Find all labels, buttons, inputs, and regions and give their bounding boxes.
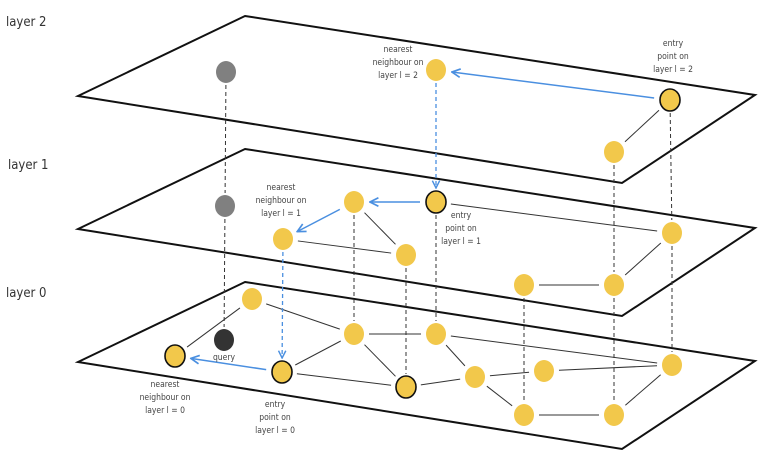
inactive-node — [216, 61, 236, 83]
nn1-label: nearest — [267, 183, 296, 193]
descend-arrow — [282, 251, 283, 358]
graph-node — [534, 360, 554, 382]
graph-edge — [486, 385, 513, 407]
graph-edge — [420, 378, 461, 386]
graph-edge — [624, 242, 662, 276]
layer-0-plane — [74, 280, 758, 451]
ep2-label: entry — [663, 39, 684, 49]
graph-edge — [624, 109, 660, 143]
layer-2-label: layer 2 — [6, 15, 47, 30]
ep1-label: point on — [445, 224, 477, 234]
layer-0-label: layer 0 — [6, 286, 47, 301]
ep2-label: layer l = 2 — [653, 65, 693, 75]
graph-edge — [364, 344, 396, 377]
highlighted-node — [425, 190, 447, 214]
graph-node — [426, 323, 446, 345]
graph-edge — [364, 212, 396, 245]
graph-edge — [625, 374, 661, 406]
ep2-label: point on — [657, 52, 689, 62]
search-arrow — [191, 358, 267, 371]
graph-node — [344, 323, 364, 345]
graph-edge — [489, 371, 530, 377]
ep0-label: entry — [265, 400, 286, 410]
ep1-label: layer l = 1 — [441, 237, 481, 247]
graph-edge — [558, 365, 658, 371]
highlighted-node — [164, 344, 186, 368]
graph-edge — [295, 340, 341, 366]
graph-node — [396, 244, 416, 266]
graph-node — [662, 222, 682, 244]
nn0-label: neighbour on — [140, 393, 191, 403]
ep0-label: point on — [259, 413, 291, 423]
highlighted-node — [395, 375, 417, 399]
graph-edge — [445, 344, 466, 367]
graph-node — [242, 288, 262, 310]
graph-edge — [450, 203, 658, 232]
nn2-label: neighbour on — [373, 58, 424, 68]
layer-link-dashed — [223, 218, 226, 328]
graph-node — [465, 366, 485, 388]
inactive-node — [215, 195, 235, 217]
query-node — [214, 329, 234, 351]
nn2-label: layer l = 2 — [378, 71, 418, 81]
layer-link-dashed — [224, 84, 227, 194]
nn0-label: nearest — [151, 380, 180, 390]
ep0-label: layer l = 0 — [255, 426, 295, 436]
graph-node — [426, 59, 446, 81]
graph-edge — [296, 373, 392, 386]
graph-edge — [266, 303, 340, 330]
nn2-label: nearest — [384, 45, 413, 55]
graph-node — [273, 228, 293, 250]
ep1-label: entry — [451, 211, 472, 221]
query-label: query — [213, 353, 236, 363]
graph-node — [514, 274, 534, 296]
nn1-label: layer l = 1 — [261, 209, 301, 219]
layer-link-dashed — [669, 112, 673, 221]
layer-1-label: layer 1 — [8, 158, 49, 173]
highlighted-node — [271, 360, 293, 384]
graph-edge — [297, 240, 392, 254]
graph-node — [514, 404, 534, 426]
search-arrow — [452, 72, 655, 99]
nn0-label: layer l = 0 — [145, 406, 185, 416]
layer-1-plane — [74, 147, 758, 318]
layer-2-plane — [74, 14, 758, 185]
graph-node — [604, 141, 624, 163]
graph-node — [662, 354, 682, 376]
search-arrow — [297, 208, 341, 231]
graph-edge — [450, 335, 658, 364]
nn1-label: neighbour on — [256, 196, 307, 206]
highlighted-node — [659, 88, 681, 112]
graph-node — [344, 191, 364, 213]
graph-edge — [186, 307, 241, 348]
graph-node — [604, 404, 624, 426]
graph-node — [604, 274, 624, 296]
